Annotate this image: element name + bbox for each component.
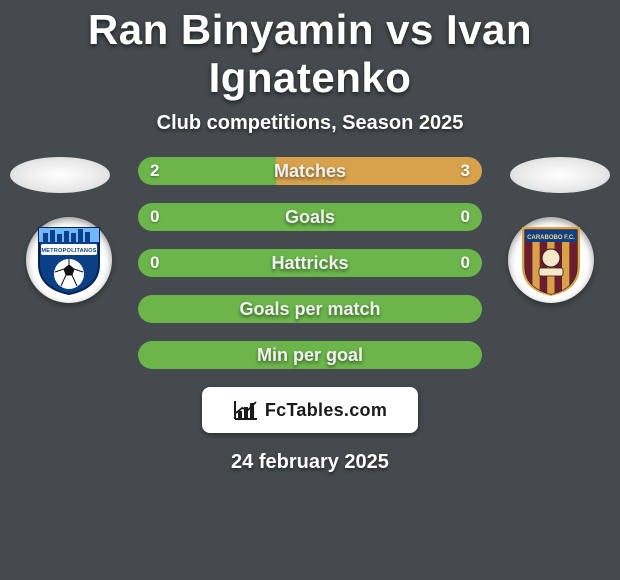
- subtitle: Club competitions, Season 2025: [0, 112, 620, 135]
- club-badge-right: CARABOBO F.C.: [508, 217, 594, 303]
- stat-value-right: 3: [461, 157, 470, 185]
- stat-value-right: 0: [461, 249, 470, 277]
- stat-row: Hattricks0 0: [138, 249, 482, 277]
- stat-label: Hattricks: [138, 249, 482, 277]
- svg-text:METROPOLITANOS: METROPOLITANOS: [41, 248, 96, 254]
- stat-label: Min per goal: [138, 341, 482, 369]
- stat-value-left: 0: [150, 249, 159, 277]
- platform-right: [510, 157, 610, 193]
- stat-row: Goals0 0: [138, 203, 482, 231]
- stat-row: Matches2 3: [138, 157, 482, 185]
- stat-row: Min per goal: [138, 341, 482, 369]
- page-title: Ran Binyamin vs Ivan Ignatenko: [0, 0, 620, 102]
- svg-text:CARABOBO F.C.: CARABOBO F.C.: [527, 235, 575, 241]
- stat-label: Matches: [138, 157, 482, 185]
- stat-label: Goals: [138, 203, 482, 231]
- stat-rows: Matches23Goals00Hattricks00Goals per mat…: [138, 157, 482, 369]
- comparison-stage: METROPOLITANOS CARABOB: [0, 157, 620, 474]
- stat-label: Goals per match: [138, 295, 482, 323]
- watermark-text: FcTables.com: [265, 400, 387, 421]
- date-label: 24 february 2025: [0, 451, 620, 474]
- bar-chart-icon: [233, 399, 259, 421]
- stat-row: Goals per match: [138, 295, 482, 323]
- platform-left: [10, 157, 110, 193]
- stat-value-left: 0: [150, 203, 159, 231]
- watermark: FcTables.com: [202, 387, 418, 433]
- stat-value-left: 2: [150, 157, 159, 185]
- club-badge-left: METROPOLITANOS: [26, 217, 112, 303]
- stat-value-right: 0: [461, 203, 470, 231]
